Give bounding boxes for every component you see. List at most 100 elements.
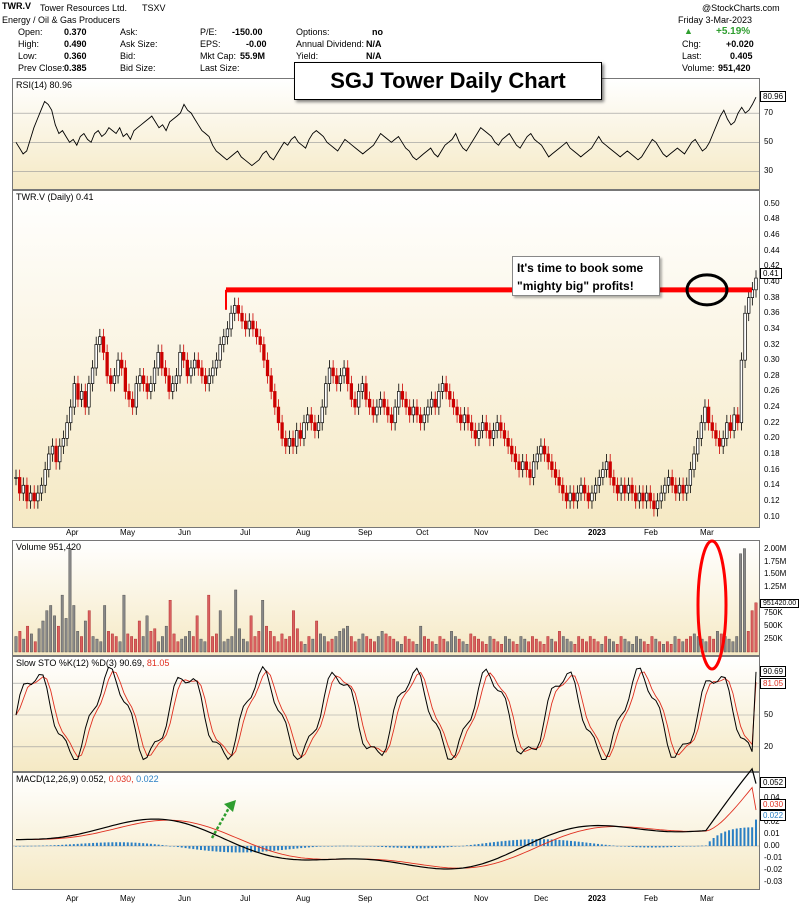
field-label: Bid:: [120, 51, 136, 61]
macd-hist-bar: [396, 846, 399, 848]
volume-bar: [195, 615, 199, 653]
macd-hist-bar: [200, 846, 202, 851]
volume-bar: [461, 641, 465, 653]
price-tick: 0.24: [764, 402, 780, 412]
price-candle: [134, 383, 138, 408]
volume-bar: [83, 620, 87, 653]
macd-hist-bar: [450, 846, 453, 847]
price-candle: [324, 383, 328, 408]
macd-hist-bar: [392, 846, 395, 848]
volume-bar: [299, 641, 303, 653]
price-candle: [572, 492, 576, 502]
volume-bar: [60, 594, 64, 653]
macd-hist-bar: [88, 843, 91, 846]
price-tick: 0.32: [764, 339, 780, 349]
price-candle: [491, 430, 496, 439]
volume-bar: [72, 605, 76, 653]
volume-bar: [585, 641, 588, 653]
price-candle: [546, 453, 550, 463]
price-candle: [214, 359, 219, 369]
macd-hist-bar: [643, 846, 646, 848]
price-candle: [681, 484, 685, 494]
macd-hist-bar: [211, 846, 214, 852]
volume-bar: [188, 631, 191, 653]
volume-bar: [619, 636, 623, 653]
price-candle: [349, 383, 354, 400]
volume-bar: [484, 644, 488, 653]
volume-tick: 2.00M: [764, 543, 787, 553]
price-candle: [54, 445, 58, 463]
macd-hist-bar: [693, 846, 696, 847]
price-candle: [105, 352, 109, 377]
macd-hist-bar: [38, 845, 41, 847]
price-candle: [244, 320, 248, 330]
volume-bar: [411, 641, 415, 653]
price-candle: [637, 492, 641, 502]
price-candle: [499, 422, 503, 431]
price-candle: [116, 359, 120, 377]
macd-hist-bar: [319, 846, 322, 847]
rsi-label: RSI(14) 80.96: [16, 80, 73, 90]
volume-bar: [365, 636, 369, 653]
price-candle: [364, 383, 368, 400]
price-tick: 0.14: [764, 480, 780, 490]
rsi-line: [15, 96, 757, 167]
macd-tick: 0.04: [764, 793, 780, 802]
macd-hist-bar: [604, 844, 607, 846]
volume-bar: [33, 641, 37, 653]
macd-hist-bar: [99, 842, 102, 846]
macd-hist-bar: [681, 846, 684, 847]
volume-bar: [696, 636, 700, 653]
volume-bar: [257, 631, 261, 653]
price-candle: [488, 430, 492, 439]
price-candle: [313, 422, 317, 431]
volume-bar: [492, 638, 496, 653]
price-candle: [247, 320, 251, 330]
volume-bar: [554, 641, 557, 653]
field-value: 0.405: [730, 51, 753, 61]
macd-hist-bar: [508, 840, 511, 846]
macd-hist-bar: [581, 842, 584, 846]
field-label: Last:: [682, 51, 702, 61]
macd-hist-bar: [261, 846, 264, 852]
price-candle: [703, 406, 707, 424]
macd-hist-bar: [115, 842, 118, 846]
volume-bar: [253, 636, 257, 653]
macd-hist-bar: [728, 830, 731, 846]
volume-bar: [403, 636, 407, 653]
x-axis-label: Oct: [416, 894, 429, 903]
macd-hist-bar: [724, 831, 727, 846]
price-candle: [462, 414, 467, 424]
field-value: 0.385: [64, 63, 87, 73]
volume-bar: [322, 636, 326, 653]
price-candle: [389, 414, 394, 424]
macd-hist-bar: [570, 840, 572, 846]
price-candle: [94, 344, 98, 369]
volume-bar: [191, 636, 195, 653]
price-candle: [87, 383, 91, 408]
price-candle: [448, 391, 452, 400]
price-candle: [185, 359, 189, 377]
price-candle: [397, 391, 401, 408]
volume-bar: [457, 638, 461, 653]
macd-hist-bar: [708, 841, 711, 846]
price-candle: [160, 352, 164, 369]
macd-hist-bar: [350, 845, 353, 847]
field-value: N/A: [366, 39, 382, 49]
x-axis-label: Mar: [700, 528, 714, 537]
price-candle: [76, 383, 80, 400]
price-candle: [408, 406, 412, 416]
macd-arrow-head: [224, 800, 236, 812]
macd-hist-bar: [18, 845, 21, 847]
volume-highlight-oval: [696, 539, 728, 671]
x-axis-label: May: [120, 528, 136, 537]
macd-hist-bar: [620, 846, 623, 847]
price-candle: [440, 383, 445, 392]
macd-hist-bar: [300, 846, 303, 849]
volume-bar: [261, 600, 265, 653]
price-candle: [149, 383, 153, 392]
volume-bar: [473, 636, 477, 653]
price-candle: [36, 492, 40, 502]
volume-bar: [689, 636, 692, 653]
price-candle: [346, 367, 350, 384]
